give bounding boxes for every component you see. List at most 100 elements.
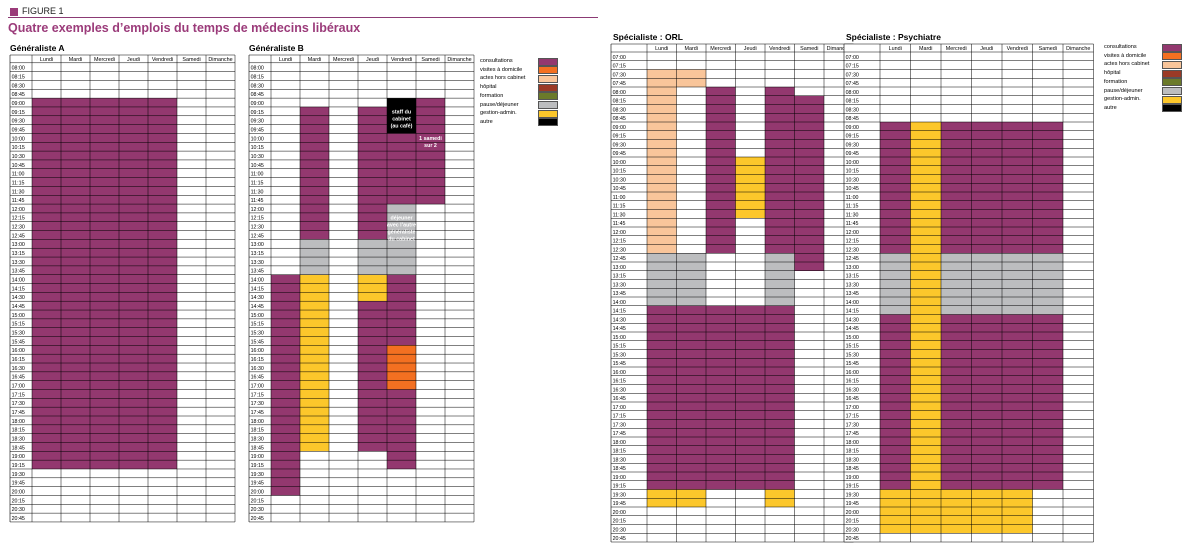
legend-label-autre: autre [480,118,493,125]
time-label: 09:15 [12,110,25,116]
time-label: 12:00 [846,230,859,236]
grid-lines [9,54,236,523]
time-label: 12:15 [846,239,859,245]
time-label: 15:45 [12,339,25,345]
legend-swatch-actes [538,74,558,83]
activity-block-pause [1002,253,1033,315]
time-label: 08:00 [251,66,264,72]
day-header: Mardi [308,57,321,63]
activity-block-consultations [765,87,795,254]
time-label: 19:45 [12,481,25,487]
legend-swatch-gestion [1162,95,1182,104]
day-header: Mardi [69,57,82,63]
time-label: 20:30 [251,507,264,513]
time-label: 08:45 [613,116,626,122]
time-label: 15:00 [613,335,626,341]
time-label: 17:30 [846,422,859,428]
time-label: 13:30 [12,260,25,266]
legend-swatch-gestion [538,109,558,118]
time-label: 07:30 [846,72,859,78]
time-label: 13:15 [613,274,626,280]
time-label: 19:15 [251,463,264,469]
activity-block-consultations [880,122,911,254]
panel-title-psychiatre: Spécialiste : Psychiatre [846,32,941,42]
time-label: 09:30 [613,142,626,148]
day-header: Dimanche [208,57,232,63]
time-label: 15:15 [846,344,859,350]
time-label: 10:45 [613,186,626,192]
time-label: 16:30 [251,366,264,372]
time-label: 10:15 [613,169,626,175]
time-label: 18:45 [846,466,859,472]
time-label: 11:15 [251,180,264,186]
time-label: 15:00 [12,313,25,319]
block-annotation: 1 samedi [419,136,442,142]
time-label: 18:45 [12,445,25,451]
time-label: 18:30 [613,457,626,463]
activity-block-visites [387,345,416,390]
time-label: 17:15 [251,392,264,398]
activity-block-gestion [358,274,387,302]
schedule-grid-generaliste-a: Lundi Mardi Mercredi Jeudi Vendredi Samedi Dim… [9,54,236,523]
activity-block-consultations [941,122,972,254]
time-label: 16:15 [251,357,264,363]
time-label: 09:00 [613,125,626,131]
time-label: 20:45 [846,536,859,542]
time-label: 18:30 [251,436,264,442]
legend-label-actes: actes hors cabinet [480,75,526,82]
time-label: 18:30 [12,436,25,442]
day-header: Jeudi [127,57,140,63]
time-label: 09:45 [613,151,626,157]
time-label: 14:00 [613,300,626,306]
time-label: 13:00 [613,265,626,271]
time-label: 19:00 [12,454,25,460]
activity-block-pause [1032,253,1063,315]
time-label: 09:45 [12,127,25,133]
time-label: 16:30 [613,387,626,393]
time-label: 10:15 [846,169,859,175]
time-label: 14:45 [12,304,25,310]
time-label: 09:45 [846,151,859,157]
figure-header: FIGURE 1 Quatre exemples d’emplois du te… [8,6,598,38]
time-label: 13:00 [251,242,264,248]
time-label: 08:30 [613,107,626,113]
activity-block-consultations [706,305,736,490]
time-label: 16:15 [613,379,626,385]
time-label: 12:45 [613,256,626,262]
time-label: 07:15 [846,64,859,70]
time-label: 13:45 [251,269,264,275]
figure-marker-icon [10,8,18,16]
time-label: 19:00 [846,475,859,481]
time-label: 14:15 [846,309,859,315]
activity-block-consultations [1032,122,1063,254]
time-label: 17:45 [846,431,859,437]
time-label: 11:00 [846,195,859,201]
time-label: 12:15 [12,216,25,222]
legend-label-gestion: gestion-admin. [480,110,517,117]
activity-block-consultations [647,305,677,490]
time-label: 17:30 [251,401,264,407]
time-label: 09:30 [846,142,859,148]
time-label: 17:00 [846,405,859,411]
time-label: 15:15 [613,344,626,350]
time-label: 14:00 [846,300,859,306]
time-label: 10:00 [12,136,25,142]
day-header: Samedi [1039,46,1057,52]
time-label: 09:30 [251,119,264,125]
time-label: 08:45 [846,116,859,122]
time-label: 11:30 [846,212,859,218]
legend-label-consultations: consultations [1104,44,1137,50]
time-label: 14:15 [12,286,25,292]
block-annotation: généraliste [388,229,416,235]
day-header: Mercredi [333,57,354,63]
time-label: 11:30 [613,212,626,218]
time-label: 20:00 [251,489,264,495]
time-label: 10:30 [846,177,859,183]
time-label: 13:45 [12,269,25,275]
time-label: 12:15 [251,216,264,222]
time-label: 18:15 [12,428,25,434]
time-label: 19:45 [613,501,626,507]
time-label: 14:00 [251,278,264,284]
time-label: 10:15 [12,145,25,151]
time-label: 12:45 [12,233,25,239]
